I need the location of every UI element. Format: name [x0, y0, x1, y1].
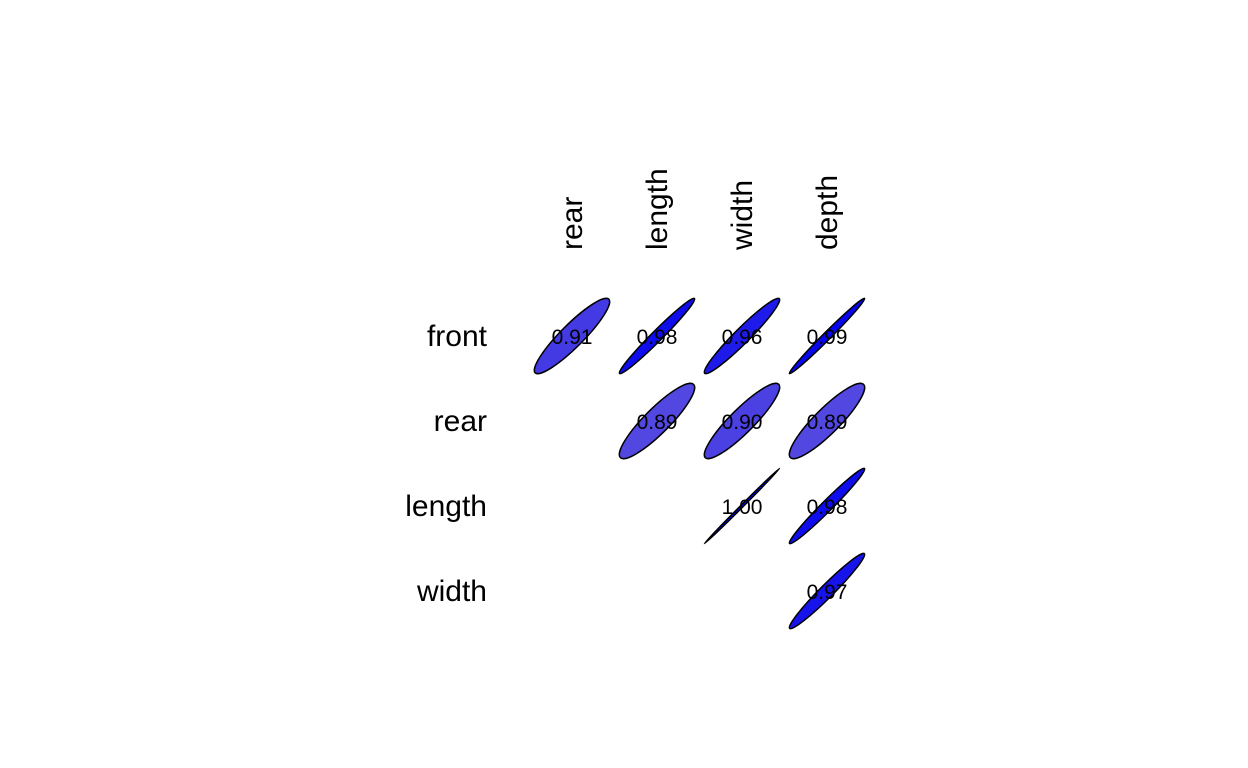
correlation-value-label: 0.99	[807, 326, 848, 349]
correlation-cell-front-width: 0.96	[703, 297, 781, 375]
correlation-ellipse	[533, 297, 611, 375]
column-label-rear: rear	[556, 197, 589, 250]
correlation-ellipse	[788, 297, 866, 375]
correlation-value-label: 0.89	[637, 411, 678, 434]
column-label-length: length	[641, 168, 674, 250]
correlation-value-label: 0.97	[807, 581, 848, 604]
row-label-width: width	[416, 575, 487, 608]
column-label-width: width	[726, 180, 759, 251]
correlation-value-label: 0.98	[807, 496, 848, 519]
column-labels: rear length width depth	[556, 168, 844, 251]
correlation-cell-width-depth: 0.97	[788, 552, 866, 630]
correlation-ellipse	[618, 297, 696, 375]
correlation-cell-rear-length: 0.89	[618, 382, 696, 460]
correlation-ellipse	[788, 382, 866, 460]
correlation-cells: 0.91 0.98 0.96 0.99 0.89 0.90 0.89 1.00 0.98 0.97	[533, 297, 866, 630]
correlation-ellipse	[788, 467, 866, 545]
row-label-length: length	[405, 490, 487, 523]
correlation-value-label: 0.91	[552, 326, 593, 349]
correlation-cell-length-width: 1.00	[703, 467, 781, 545]
correlation-ellipse	[703, 297, 781, 375]
row-labels: front rear length width	[405, 320, 487, 608]
correlation-ellipse	[703, 382, 781, 460]
correlation-value-label: 0.89	[807, 411, 848, 434]
correlation-ellipse	[703, 467, 781, 545]
correlation-cell-front-depth: 0.99	[788, 297, 866, 375]
correlation-ellipse	[788, 552, 866, 630]
correlation-cell-front-rear: 0.91	[533, 297, 611, 375]
column-label-depth: depth	[811, 175, 844, 250]
correlation-value-label: 1.00	[722, 496, 763, 519]
correlation-cell-front-length: 0.98	[618, 297, 696, 375]
row-label-rear: rear	[434, 405, 487, 438]
correlation-value-label: 0.98	[637, 326, 678, 349]
correlation-ellipse	[618, 382, 696, 460]
row-label-front: front	[427, 320, 488, 353]
correlation-cell-rear-width: 0.90	[703, 382, 781, 460]
correlation-cell-length-depth: 0.98	[788, 467, 866, 545]
correlation-value-label: 0.90	[722, 411, 763, 434]
correlation-cell-rear-depth: 0.89	[788, 382, 866, 460]
correlation-value-label: 0.96	[722, 326, 763, 349]
